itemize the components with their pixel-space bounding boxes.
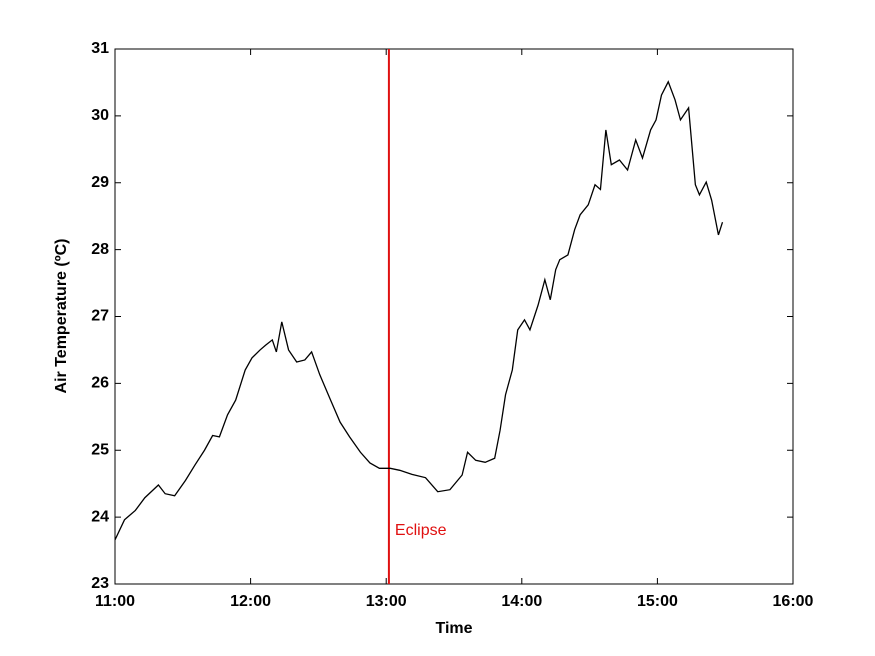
data-line bbox=[114, 80, 724, 541]
y-tick-label: 29 bbox=[91, 174, 109, 191]
x-tick-label: 12:00 bbox=[230, 593, 271, 610]
x-axis-label: Time bbox=[435, 620, 472, 637]
y-tick-label: 24 bbox=[91, 508, 109, 525]
y-tick-label: 31 bbox=[91, 40, 109, 57]
x-tick-label: 13:00 bbox=[366, 593, 407, 610]
y-tick-label: 28 bbox=[91, 241, 109, 258]
y-tick-label: 23 bbox=[91, 575, 109, 592]
plot-frame bbox=[114, 48, 794, 585]
y-tick-label: 26 bbox=[91, 375, 109, 392]
y-tick-label: 30 bbox=[91, 107, 109, 124]
annotation: Eclipse bbox=[395, 522, 447, 539]
y-tick-label: 27 bbox=[91, 308, 109, 325]
y-tick-label: 25 bbox=[91, 441, 109, 458]
x-tick-label: 14:00 bbox=[501, 593, 542, 610]
x-tick-label: 11:00 bbox=[95, 593, 135, 610]
x-tick-label: 15:00 bbox=[637, 593, 678, 610]
x-tick-label: 16:00 bbox=[773, 593, 814, 610]
y-axis-label: Air Temperature (ºC) bbox=[53, 239, 70, 394]
